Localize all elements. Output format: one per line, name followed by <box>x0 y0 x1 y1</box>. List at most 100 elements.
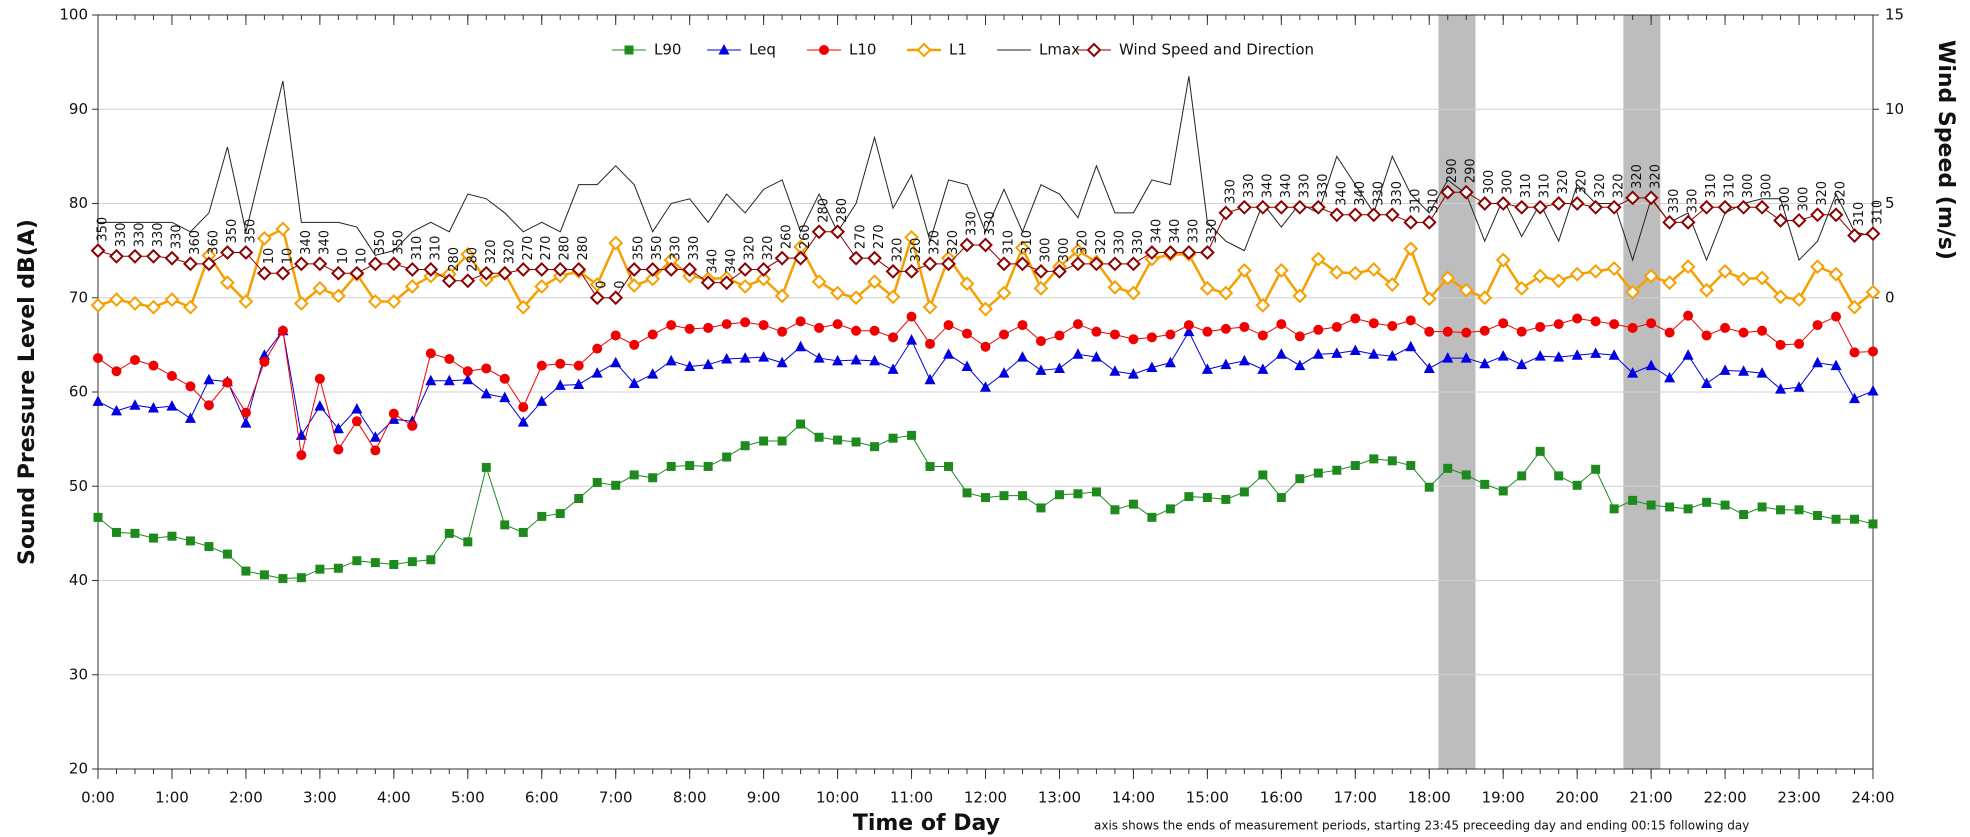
marker <box>1349 344 1361 356</box>
marker <box>256 265 272 281</box>
wind-direction-label: 280 <box>447 247 462 272</box>
marker <box>407 557 417 567</box>
marker <box>259 356 270 367</box>
marker <box>832 319 843 330</box>
wind-direction-label: 360 <box>206 230 221 255</box>
marker <box>848 250 864 266</box>
marker <box>888 332 899 343</box>
marker <box>924 373 936 385</box>
marker <box>702 358 714 370</box>
marker <box>1627 367 1639 378</box>
marker <box>1072 319 1083 330</box>
marker <box>870 442 880 452</box>
marker <box>608 290 624 306</box>
marker <box>222 377 233 388</box>
wind-direction-label: 310 <box>1704 173 1719 198</box>
x-axis-title: Time of Day <box>853 811 1000 836</box>
marker <box>275 221 291 237</box>
marker <box>1238 354 1250 366</box>
marker <box>1313 324 1324 335</box>
marker <box>665 354 677 366</box>
y-tick-label: 40 <box>69 571 88 589</box>
x-tick-label: 0:00 <box>81 789 115 807</box>
y-axis-title: Sound Pressure Level dB(A) <box>15 219 40 565</box>
marker <box>1479 357 1491 369</box>
marker <box>1828 207 1844 223</box>
marker <box>944 461 954 471</box>
wind-direction-label: 310 <box>1427 189 1442 214</box>
marker <box>922 299 938 315</box>
marker <box>1181 245 1197 260</box>
x-tick-label: 20:00 <box>1556 789 1599 807</box>
marker <box>793 250 809 266</box>
y-tick-label: 30 <box>69 665 88 683</box>
marker <box>1553 351 1565 362</box>
wind-direction-label: 310 <box>1538 173 1553 198</box>
marker <box>830 224 845 240</box>
marker <box>367 294 383 309</box>
marker <box>293 256 309 272</box>
wind-direction-label: 330 <box>1686 189 1701 214</box>
marker <box>515 299 531 315</box>
marker <box>1625 284 1641 300</box>
marker <box>1421 214 1437 230</box>
marker <box>1350 313 1361 324</box>
marker <box>1147 512 1157 522</box>
marker <box>480 387 492 399</box>
marker <box>1458 184 1474 200</box>
marker <box>1606 199 1622 215</box>
wind-direction-label: 340 <box>724 249 739 274</box>
marker <box>183 299 198 315</box>
marker <box>1421 291 1437 307</box>
marker <box>591 367 603 378</box>
marker <box>220 245 235 260</box>
wind-direction-label: 340 <box>1279 173 1294 198</box>
marker <box>1054 330 1065 341</box>
wind-direction-label: 330 <box>1112 230 1127 255</box>
marker <box>386 294 402 309</box>
wind-direction-label: 280 <box>817 198 832 223</box>
marker <box>386 256 402 272</box>
marker <box>1033 280 1049 296</box>
y2-tick-label: 15 <box>1885 6 1904 24</box>
marker <box>1754 270 1770 286</box>
marker <box>1310 199 1326 215</box>
marker <box>1201 363 1213 374</box>
marker <box>978 301 993 317</box>
marker <box>907 430 917 440</box>
marker <box>1366 262 1382 277</box>
marker <box>275 265 291 281</box>
marker <box>1033 263 1049 279</box>
marker <box>978 237 993 253</box>
x-tick-label: 3:00 <box>303 789 337 807</box>
marker <box>1070 256 1086 272</box>
marker <box>1387 321 1398 332</box>
marker <box>554 379 566 390</box>
marker <box>925 338 936 349</box>
marker <box>814 322 825 333</box>
marker <box>722 452 732 462</box>
wind-direction-label: 270 <box>539 236 554 261</box>
marker <box>1423 362 1435 373</box>
wind-direction-label: 310 <box>410 236 425 261</box>
marker <box>1183 320 1194 331</box>
wind-direction-label: 300 <box>1482 170 1497 195</box>
marker <box>684 323 695 334</box>
marker <box>1477 196 1493 211</box>
wind-direction-label: 290 <box>1445 158 1460 183</box>
marker <box>1292 288 1308 304</box>
marker <box>737 262 753 277</box>
marker <box>1461 470 1471 480</box>
wind-direction-label: 320 <box>891 238 906 263</box>
wind-direction-label: 310 <box>428 236 443 261</box>
marker <box>1239 321 1250 332</box>
marker <box>1757 325 1768 336</box>
marker <box>460 246 476 262</box>
wind-direction-label: 310 <box>1001 230 1016 255</box>
x-tick-label: 9:00 <box>747 789 781 807</box>
marker <box>1052 263 1067 279</box>
marker <box>1273 263 1289 278</box>
series-line <box>98 76 1874 262</box>
marker <box>1276 319 1287 330</box>
